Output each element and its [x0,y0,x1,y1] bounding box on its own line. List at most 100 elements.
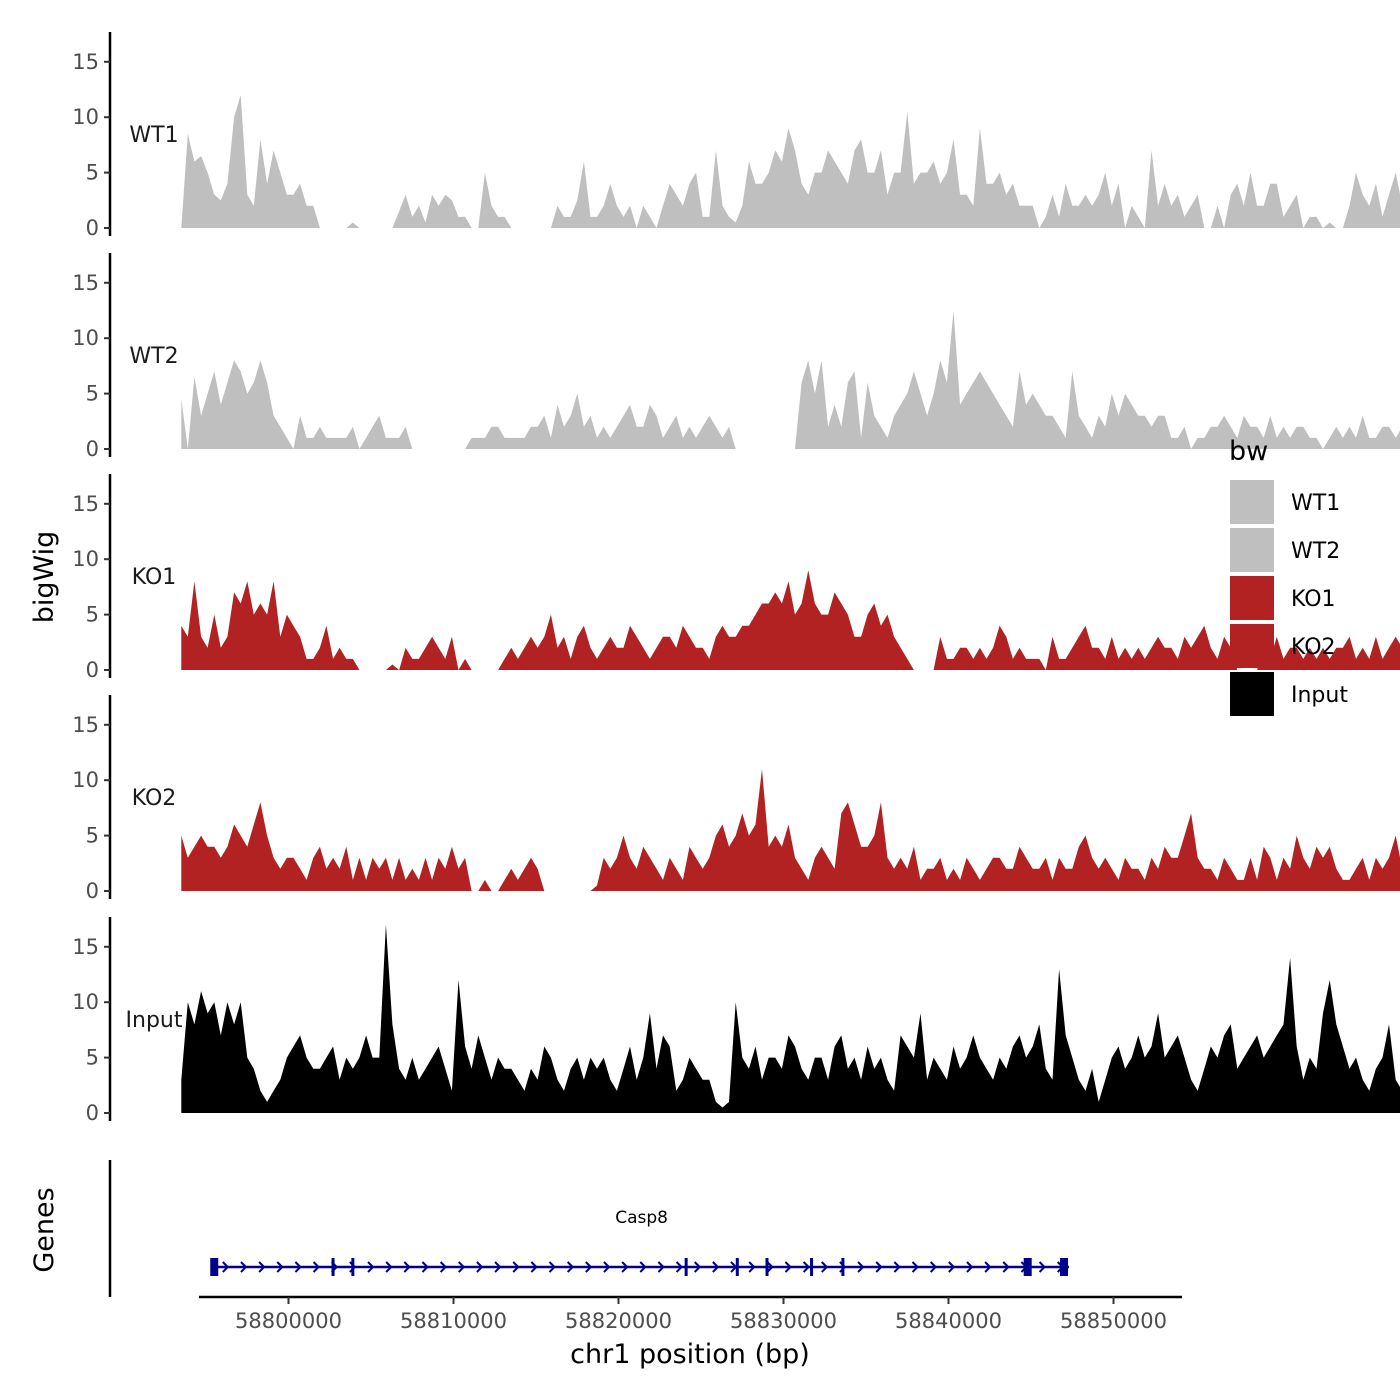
y-tick-label: 5 [86,824,99,848]
strand-arrow [893,1261,901,1273]
y-tick-label: 5 [86,161,99,185]
track-label-ko2: KO2 [132,786,177,811]
x-tick-label: 58830000 [730,1309,837,1333]
strand-arrow [911,1261,919,1273]
y-tick-label: 5 [86,603,99,627]
strand-arrow [984,1261,992,1273]
strand-arrow [929,1261,938,1273]
legend-label-ko1: KO1 [1291,587,1336,612]
x-axis: 58800000 58810000 58820000 58830000 58840000… [199,1295,1182,1333]
strand-arrow [748,1261,756,1273]
strand-arrow [222,1261,230,1273]
exon [684,1258,688,1276]
track-ko1: 0 5 10 15 KO1 [72,474,1400,682]
exon [1060,1258,1068,1276]
y-tick-label: 5 [86,382,99,406]
track-input: 0 5 10 15 Input [72,917,1400,1125]
strand-arrow [657,1261,665,1273]
strand-arrow [875,1261,883,1273]
y-tick-label: 0 [86,658,99,682]
track-label-wt2: WT2 [129,344,178,369]
strand-arrow [421,1261,429,1273]
legend-label-wt1: WT1 [1291,491,1340,516]
legend-key-input [1230,672,1274,716]
y-tick-label: 0 [86,437,99,461]
exon [351,1258,355,1276]
legend-key-wt2 [1230,528,1274,572]
strand-arrow [294,1261,302,1273]
y-tick-label: 15 [72,492,99,516]
y-tick-label: 5 [86,1046,99,1070]
strand-arrow [512,1261,520,1273]
legend-key-wt1 [1230,480,1274,524]
y-tick-label: 0 [86,216,99,240]
strand-arrow [367,1261,375,1273]
strand-arrow [784,1261,792,1273]
y-tick-label: 10 [72,768,99,792]
strand-arrow [857,1261,865,1273]
y-tick-label: 15 [72,50,99,74]
y-tick-label: 15 [72,935,99,959]
legend-label-ko2: KO2 [1291,635,1336,660]
legend-key-ko1 [1230,576,1274,620]
strand-arrow [675,1261,683,1273]
strand-arrow [439,1261,448,1273]
strand-arrow [621,1261,629,1273]
exon [331,1258,335,1276]
x-tick-label: 58820000 [565,1309,672,1333]
strand-arrow [802,1261,811,1273]
exon [735,1258,739,1276]
y-tick-label: 15 [72,271,99,295]
legend-key-ko2 [1230,624,1274,668]
strand-arrow [458,1261,466,1273]
area-ko2 [181,769,1400,891]
y-tick-label: 10 [72,547,99,571]
track-label-wt1: WT1 [129,123,178,148]
legend-label-input: Input [1291,683,1348,708]
strand-arrow [766,1261,774,1273]
strand-arrow [258,1261,266,1273]
exon [765,1258,769,1276]
strand-arrow [476,1261,484,1273]
strand-arrow [585,1261,593,1273]
track-label-ko1: KO1 [132,565,177,590]
exon [1023,1258,1032,1276]
genes-axis-title: Genes [29,1187,60,1272]
strand-arrow [712,1261,720,1273]
x-axis-title: chr1 position (bp) [570,1339,810,1370]
exon [810,1258,814,1276]
y-tick-label: 0 [86,1101,99,1125]
gene-name-label: Casp8 [615,1208,668,1228]
strand-arrow [403,1261,411,1273]
x-tick-label: 58840000 [895,1309,1002,1333]
strand-arrow [385,1261,393,1273]
legend-title: bw [1229,436,1268,467]
gene-track-panel: Casp8 [108,1160,1069,1297]
strand-arrow [494,1261,502,1273]
y-tick-label: 10 [72,105,99,129]
strand-arrow [530,1261,538,1273]
y-tick-label: 0 [86,879,99,903]
legend: bw WT1 WT2 KO1 KO2 Input [1229,436,1348,716]
strand-arrow [603,1261,611,1273]
x-tick-label: 58850000 [1060,1309,1167,1333]
strand-arrow [548,1261,556,1273]
strand-arrow [276,1261,284,1273]
strand-arrow [1038,1261,1046,1273]
track-label-input: Input [126,1008,183,1033]
strand-arrow [948,1261,956,1273]
strand-arrow [639,1261,647,1273]
strand-arrow [312,1261,320,1273]
y-tick-label: 10 [72,990,99,1014]
exon [210,1258,219,1276]
x-tick-label: 58800000 [235,1309,342,1333]
y-axis-title: bigWig [29,531,60,624]
area-wt1 [181,95,1400,228]
strand-arrow [821,1261,829,1273]
strand-arrow [693,1261,702,1273]
area-input [181,924,1400,1113]
exon [841,1258,845,1276]
y-tick-label: 15 [72,713,99,737]
legend-label-wt2: WT2 [1291,539,1340,564]
